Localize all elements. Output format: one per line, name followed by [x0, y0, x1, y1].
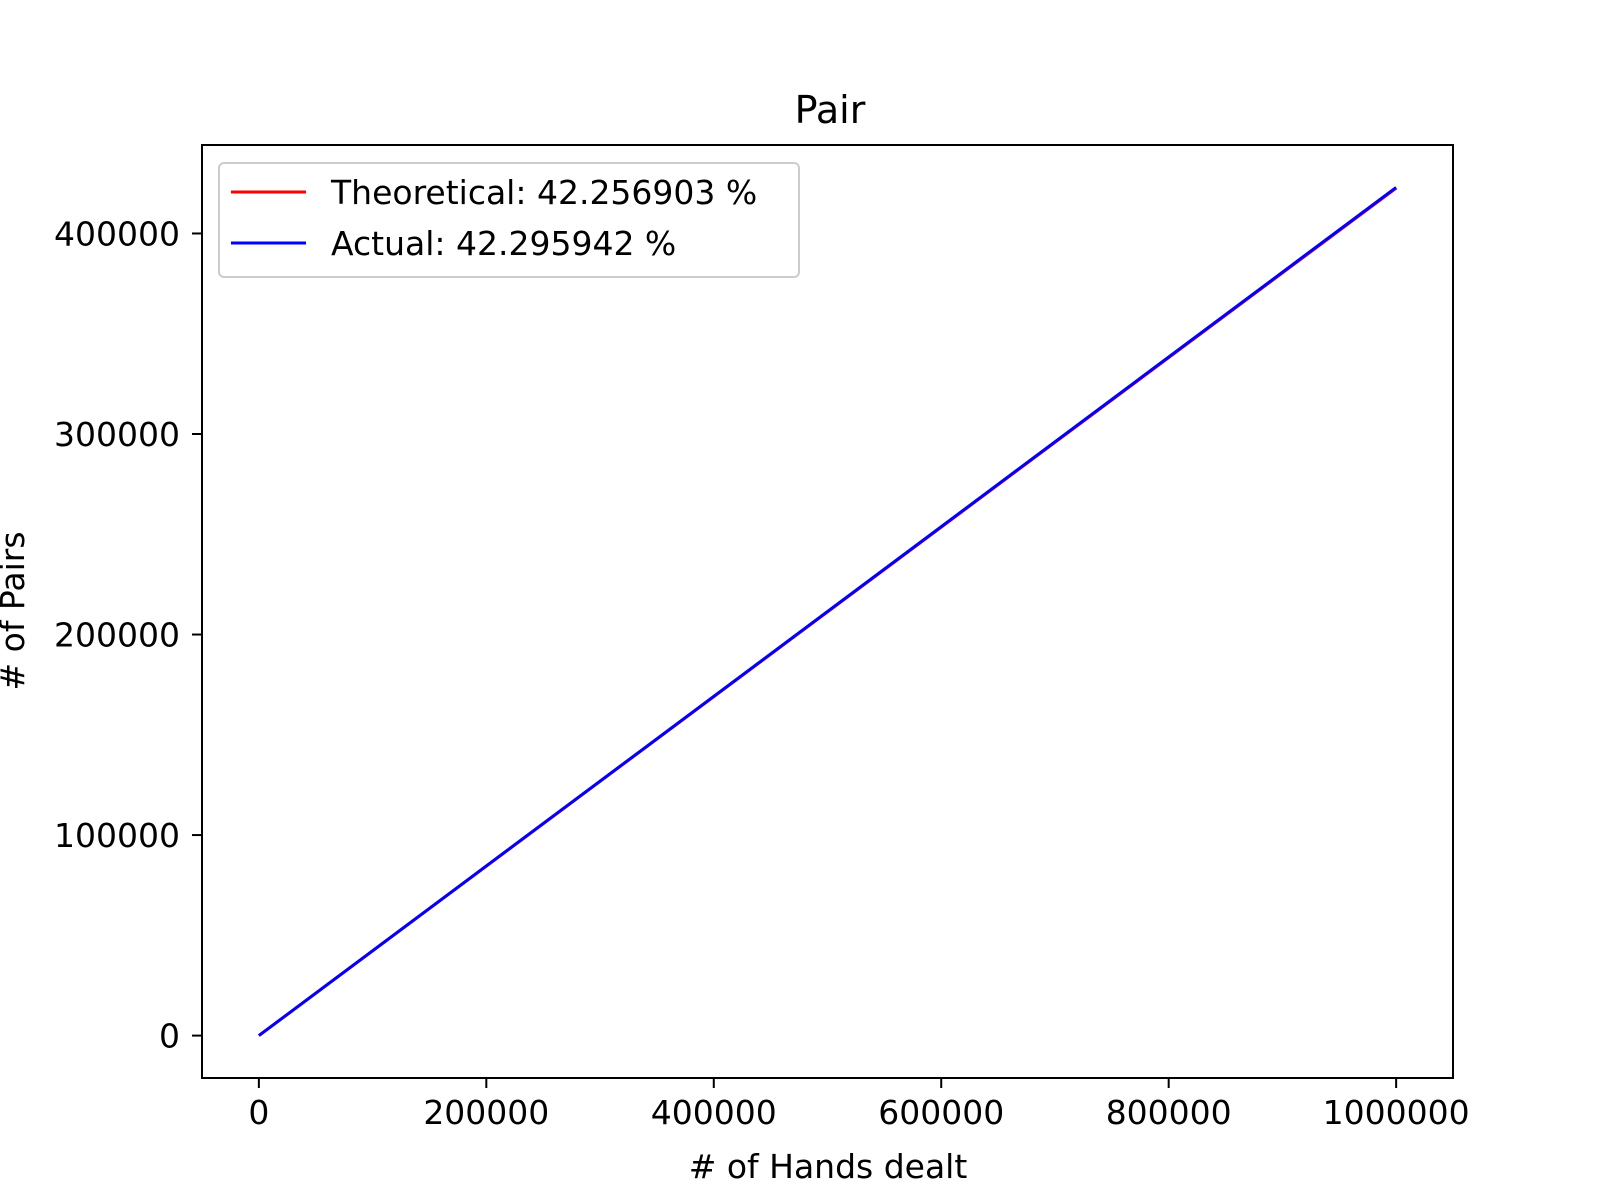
y-tick-label: 0 [159, 1017, 180, 1056]
y-axis-ticks: 0 100000 200000 300000 400000 [54, 214, 202, 1056]
legend-box [218, 162, 800, 278]
x-axis-ticks: 0 200000 400000 600000 800000 1000000 [248, 1078, 1470, 1132]
x-tick-label: 600000 [878, 1093, 1004, 1132]
legend: Theoretical: 42.256903 % Actual: 42.2959… [218, 162, 800, 278]
y-axis-label: # of Pairs [0, 531, 32, 690]
series-layer [258, 186, 1397, 1037]
x-tick-label: 0 [248, 1093, 269, 1132]
chart-title: Pair [795, 88, 866, 132]
x-tick-label: 400000 [651, 1093, 777, 1132]
x-tick-label: 800000 [1106, 1093, 1232, 1132]
y-tick-label: 200000 [54, 616, 180, 655]
y-tick-label: 300000 [54, 415, 180, 454]
x-tick-label: 200000 [423, 1093, 549, 1132]
y-tick-label: 400000 [54, 214, 180, 253]
x-axis-label: # of Hands dealt [689, 1147, 968, 1186]
x-tick-label: 1000000 [1323, 1093, 1470, 1132]
y-tick-label: 100000 [54, 816, 180, 855]
legend-label-actual: Actual: 42.295942 % [331, 224, 676, 263]
series-line-actual [258, 186, 1397, 1037]
legend-label-theoretical: Theoretical: 42.256903 % [330, 173, 757, 212]
